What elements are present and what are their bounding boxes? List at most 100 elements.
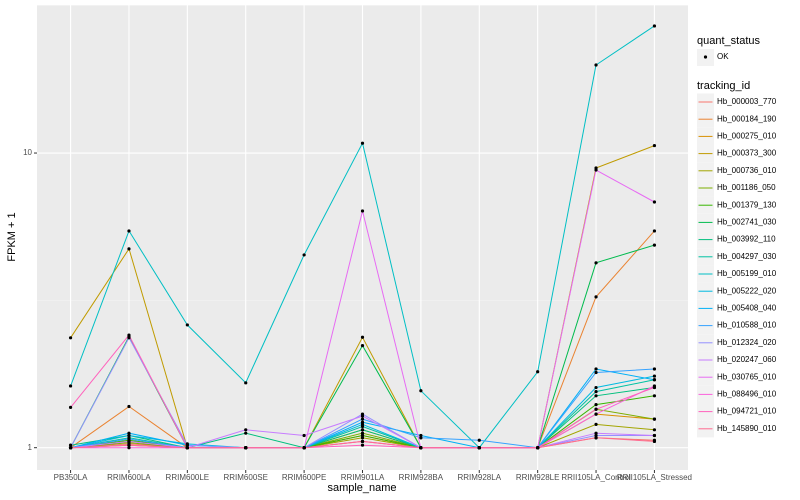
legend-label: Hb_020247_060 (717, 355, 777, 364)
legend-label: Hb_000003_770 (717, 97, 777, 106)
data-point (594, 431, 598, 435)
data-point (652, 439, 657, 444)
data-point (594, 390, 598, 394)
data-point (652, 394, 657, 398)
data-point (302, 433, 306, 438)
legend-label: Hb_004297_030 (717, 252, 777, 261)
data-point (127, 247, 131, 251)
data-point (594, 422, 598, 426)
y-tick-label: 10 (23, 148, 32, 157)
legend-title: quant_status (697, 35, 760, 47)
data-point (68, 405, 73, 410)
legend-label: Hb_000736_010 (717, 166, 777, 175)
legend-label: Hb_000275_010 (717, 132, 777, 141)
data-point (594, 63, 598, 67)
data-point (652, 229, 657, 233)
data-point (185, 446, 189, 450)
legend-label: Hb_094721_010 (717, 407, 777, 416)
data-point (360, 335, 365, 339)
data-point (185, 323, 189, 327)
data-point (68, 446, 73, 450)
data-point (127, 446, 131, 450)
legend-label: Hb_002741_030 (717, 218, 777, 227)
x-tick-label: RRIM600LE (166, 473, 210, 482)
x-axis-label: sample_name (327, 482, 396, 494)
legend-point (703, 55, 708, 59)
legend-label: Hb_003992_110 (717, 235, 776, 244)
data-point (419, 389, 423, 393)
data-point (360, 344, 365, 348)
legend-title: tracking_id (697, 80, 750, 92)
data-point (127, 439, 131, 444)
data-point (594, 407, 598, 411)
data-point (594, 367, 598, 371)
legend-label: Hb_010588_010 (717, 321, 777, 330)
legend-label: Hb_145890_010 (717, 424, 777, 433)
data-point (127, 336, 131, 340)
x-tick-label: RRIM928LA (457, 473, 501, 482)
data-point (536, 446, 540, 450)
data-point (360, 436, 365, 440)
data-point (419, 446, 423, 450)
legend-label: Hb_030765_010 (717, 372, 777, 381)
data-point (127, 437, 131, 441)
data-point (360, 433, 365, 438)
data-point (360, 443, 365, 447)
data-point (652, 385, 657, 390)
x-tick-label: RRIM928BA (399, 473, 444, 482)
data-point (127, 431, 131, 435)
data-point (594, 261, 598, 265)
data-point (360, 428, 365, 432)
legend-label: Hb_001379_130 (717, 200, 777, 209)
data-point (477, 446, 481, 450)
data-point (652, 433, 657, 438)
x-tick-label: PB350LA (54, 473, 88, 482)
data-point (536, 370, 540, 374)
data-point (594, 394, 598, 398)
data-point (594, 370, 598, 375)
data-point (652, 428, 657, 432)
data-point (652, 367, 657, 371)
legend-label: OK (717, 52, 729, 61)
data-point (360, 209, 365, 213)
data-point (302, 253, 306, 257)
x-tick-label: RRII105LA_Control (561, 473, 631, 482)
legend-label: Hb_001186_050 (717, 183, 776, 192)
data-point (68, 443, 73, 447)
legend-label: Hb_012324_020 (717, 338, 777, 347)
data-point (594, 385, 598, 390)
data-point (652, 24, 657, 28)
data-point (68, 384, 73, 388)
x-tick-label: RRIM600LA (107, 473, 151, 482)
data-point (652, 200, 657, 204)
data-point (185, 443, 189, 447)
data-point (244, 431, 248, 435)
data-point (594, 433, 598, 438)
y-axis-label: FPKM + 1 (6, 212, 18, 261)
data-point (127, 433, 131, 438)
data-point (360, 417, 365, 421)
data-point (652, 143, 657, 148)
data-point (244, 428, 248, 432)
legend-label: Hb_005199_010 (717, 269, 777, 278)
legend-label: Hb_088496_010 (717, 390, 777, 399)
legend-label: Hb_000184_190 (717, 114, 777, 123)
x-tick-label: RRIM901LA (341, 473, 385, 482)
data-point (244, 446, 248, 450)
data-point (652, 378, 657, 382)
data-point (652, 243, 657, 247)
x-tick-label: RRII105LA_Stressed (617, 473, 692, 482)
legend-label: Hb_005222_020 (717, 286, 777, 295)
data-point (594, 412, 598, 416)
x-tick-label: RRIM928LE (516, 473, 560, 482)
data-point (594, 168, 598, 172)
data-point (360, 431, 365, 435)
data-point (594, 295, 598, 299)
data-point (127, 229, 131, 233)
data-point (127, 443, 131, 447)
data-point (652, 417, 657, 421)
data-point (244, 381, 248, 385)
data-point (419, 436, 423, 440)
data-point (360, 420, 365, 424)
